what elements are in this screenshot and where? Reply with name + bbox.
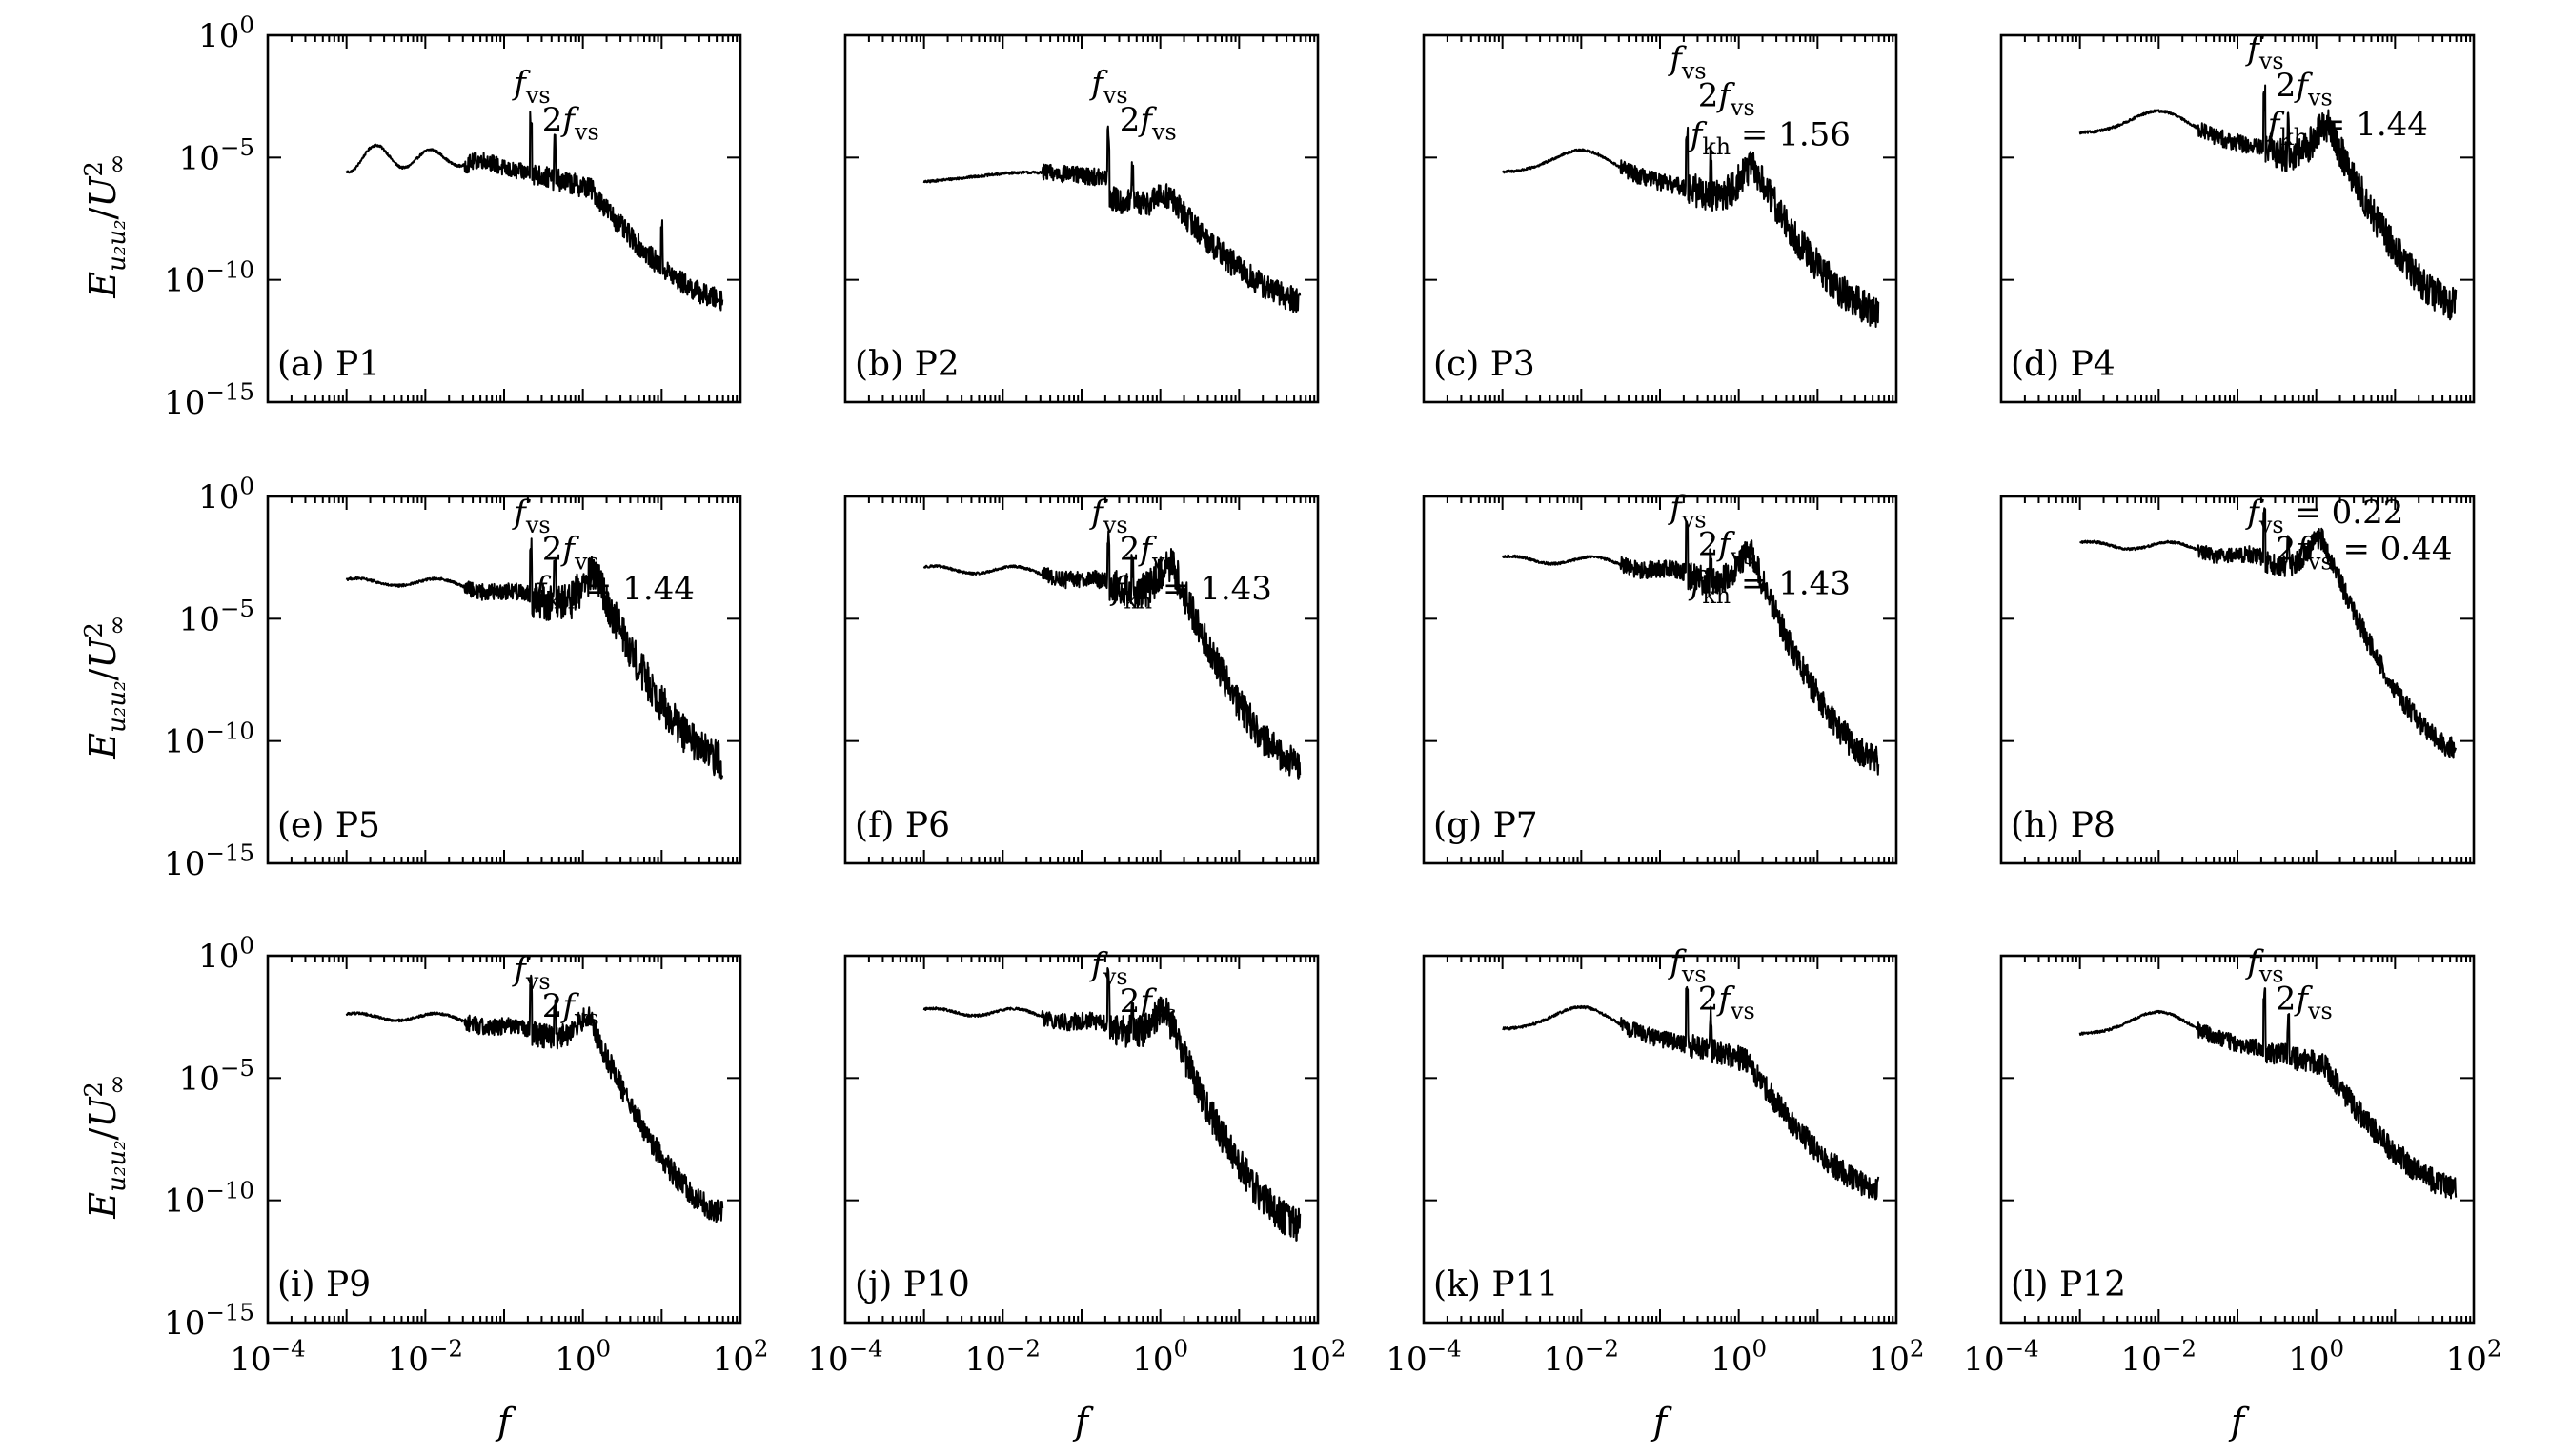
peak-annotation: 2fvs [542,987,599,1032]
y-axis-label: Eu₂u₂/U2∞ [80,153,132,298]
panel-label: (c) P3 [1433,345,1535,384]
x-axis-label: f [495,1401,516,1443]
spectrum-line [345,111,724,312]
x-tick-label: 100 [2288,1335,2344,1379]
peak-annotation: 2fvs [2276,980,2333,1024]
peak-annotation: fvs [1667,40,1706,85]
spectrum-line [1502,985,1880,1201]
y-tick-label: 10−5 [179,1054,254,1098]
panel-label: (j) P10 [855,1265,970,1304]
peak-annotation: 2fvs [1698,526,1755,571]
panel-label: (f) P6 [855,806,950,845]
y-tick-label: 10−10 [164,717,254,760]
y-axis-label: Eu₂u₂/U2∞ [80,615,132,759]
peak-annotation: fkh = 1.43 [1688,565,1851,610]
x-tick-label: 10−2 [388,1335,463,1379]
panel-label: (g) P7 [1433,806,1538,845]
spectrum-line [1502,520,1880,776]
x-tick-label: 102 [713,1335,769,1379]
x-tick-label: 10−4 [1963,1335,2038,1379]
peak-annotation: 2fvs [1698,76,1755,121]
panel-label: (k) P11 [1433,1265,1558,1304]
x-tick-label: 10−2 [965,1335,1041,1379]
y-tick-label: 100 [198,473,254,516]
spectrum-line [345,537,724,780]
panel-label: (i) P9 [277,1265,371,1304]
y-tick-label: 10−10 [164,1176,254,1220]
x-tick-label: 100 [1711,1335,1767,1379]
panel-label: (b) P2 [855,345,960,384]
x-tick-label: 10−2 [1544,1335,1619,1379]
peak-annotation: 2fvs [1120,531,1177,576]
x-tick-label: 100 [555,1335,611,1379]
panel-label: (h) P8 [2011,806,2116,845]
peak-annotation: fvs [1667,489,1706,534]
y-tick-label: 10−15 [164,1299,254,1343]
spectrum-line [1502,126,1880,328]
x-tick-label: 10−2 [2121,1335,2197,1379]
x-tick-label: 10−4 [230,1335,305,1379]
y-tick-label: 10−10 [164,255,254,299]
panel-label: (a) P1 [277,345,380,384]
peak-annotation: 2fvs [542,101,599,146]
x-tick-label: 100 [1132,1335,1188,1379]
peak-annotation: 2fvs [1120,101,1177,146]
x-tick-label: 102 [1869,1335,1925,1379]
panel-label: (e) P5 [277,806,380,845]
spectrum-line [922,530,1302,780]
peak-annotation: 2fvs [2276,67,2333,111]
y-tick-label: 100 [198,11,254,55]
x-axis-label: f [1072,1401,1094,1443]
panel-label: (l) P12 [2011,1265,2126,1304]
peak-annotation: fkh = 1.44 [2265,106,2428,151]
y-tick-label: 10−5 [179,133,254,177]
peak-annotation: 2fvs [1698,980,1755,1024]
x-tick-label: 102 [2446,1335,2502,1379]
spectrum-line [2078,507,2458,759]
spectrum-line [2078,84,2458,321]
y-axis-label: Eu₂u₂/U2∞ [80,1074,132,1219]
y-tick-label: 100 [198,932,254,976]
peak-annotation: fvs = 0.22 [2244,494,2403,538]
x-axis-label: f [2228,1401,2250,1443]
y-tick-label: 10−5 [179,595,254,638]
spectrum-line [345,974,724,1223]
y-tick-label: 10−15 [164,378,254,422]
peak-annotation: 2fvs [542,531,599,576]
x-tick-label: 10−4 [1386,1335,1461,1379]
spectrum-line [922,125,1302,313]
peak-annotation: fkh = 1.56 [1688,116,1851,161]
peak-annotation: fkh = 1.43 [1109,570,1272,615]
x-axis-label: f [1650,1401,1672,1443]
peak-annotation: 2fvs = 0.44 [2276,531,2453,576]
peak-annotation: 2fvs [1120,982,1177,1027]
panel-label: (d) P4 [2011,345,2116,384]
y-tick-label: 10−15 [164,839,254,883]
x-tick-label: 102 [1290,1335,1346,1379]
panel-9: 100 10−5 10−10 10−15 Eu₂u₂/U2∞ 10−4 10−2 100 102… [80,932,768,1443]
x-tick-label: 10−4 [807,1335,882,1379]
spectrum-line [922,967,1302,1242]
spectrum-line [2078,987,2458,1200]
